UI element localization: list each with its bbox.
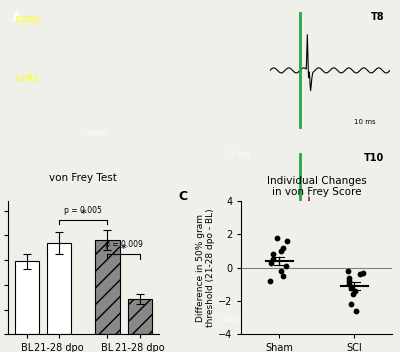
Point	[346, 275, 352, 281]
Point	[268, 260, 274, 265]
Point	[270, 251, 276, 257]
Point	[347, 302, 354, 307]
Text: 10 ms: 10 ms	[354, 119, 376, 125]
Point	[284, 238, 290, 244]
Point	[267, 278, 274, 284]
Point	[353, 308, 360, 314]
Text: 100 μm: 100 μm	[219, 316, 246, 322]
Point	[346, 278, 352, 284]
Text: Optical Stim.: Optical Stim.	[301, 285, 359, 294]
Point	[350, 291, 356, 297]
Bar	[15, 261, 39, 334]
Point	[348, 285, 354, 290]
Bar	[95, 240, 120, 334]
Text: 50μm: 50μm	[86, 130, 106, 136]
Point	[278, 248, 284, 254]
Title: Individual Changes
in von Frey Score: Individual Changes in von Frey Score	[267, 176, 366, 197]
Text: T8: T8	[370, 12, 384, 22]
Point	[360, 270, 366, 275]
Point	[278, 268, 284, 274]
Bar	[47, 243, 71, 334]
Text: 10 ms: 10 ms	[354, 259, 376, 265]
Point	[280, 273, 286, 279]
Point	[345, 268, 351, 274]
Point	[346, 282, 352, 287]
Point	[280, 245, 286, 250]
Point	[357, 271, 364, 277]
Text: A: A	[12, 11, 22, 24]
Point	[282, 263, 289, 269]
Text: *: *	[121, 244, 126, 254]
Point	[352, 288, 358, 294]
Point	[270, 256, 276, 262]
Text: R-DRG: R-DRG	[16, 17, 41, 25]
Y-axis label: Difference in 50% gram
threshold (21-28 dpo - BL): Difference in 50% gram threshold (21-28 …	[196, 208, 215, 327]
Text: 25 μm: 25 μm	[227, 151, 249, 157]
Bar	[128, 299, 152, 334]
Text: C: C	[178, 190, 187, 203]
Text: *: *	[80, 209, 86, 219]
Title: von Frey Test: von Frey Test	[49, 173, 117, 183]
Text: p = 0.005: p = 0.005	[64, 206, 102, 215]
Text: p = 0.009: p = 0.009	[105, 240, 142, 249]
Point	[274, 235, 280, 240]
Text: T10: T10	[364, 152, 384, 163]
Text: L-DRG: L-DRG	[16, 74, 40, 83]
